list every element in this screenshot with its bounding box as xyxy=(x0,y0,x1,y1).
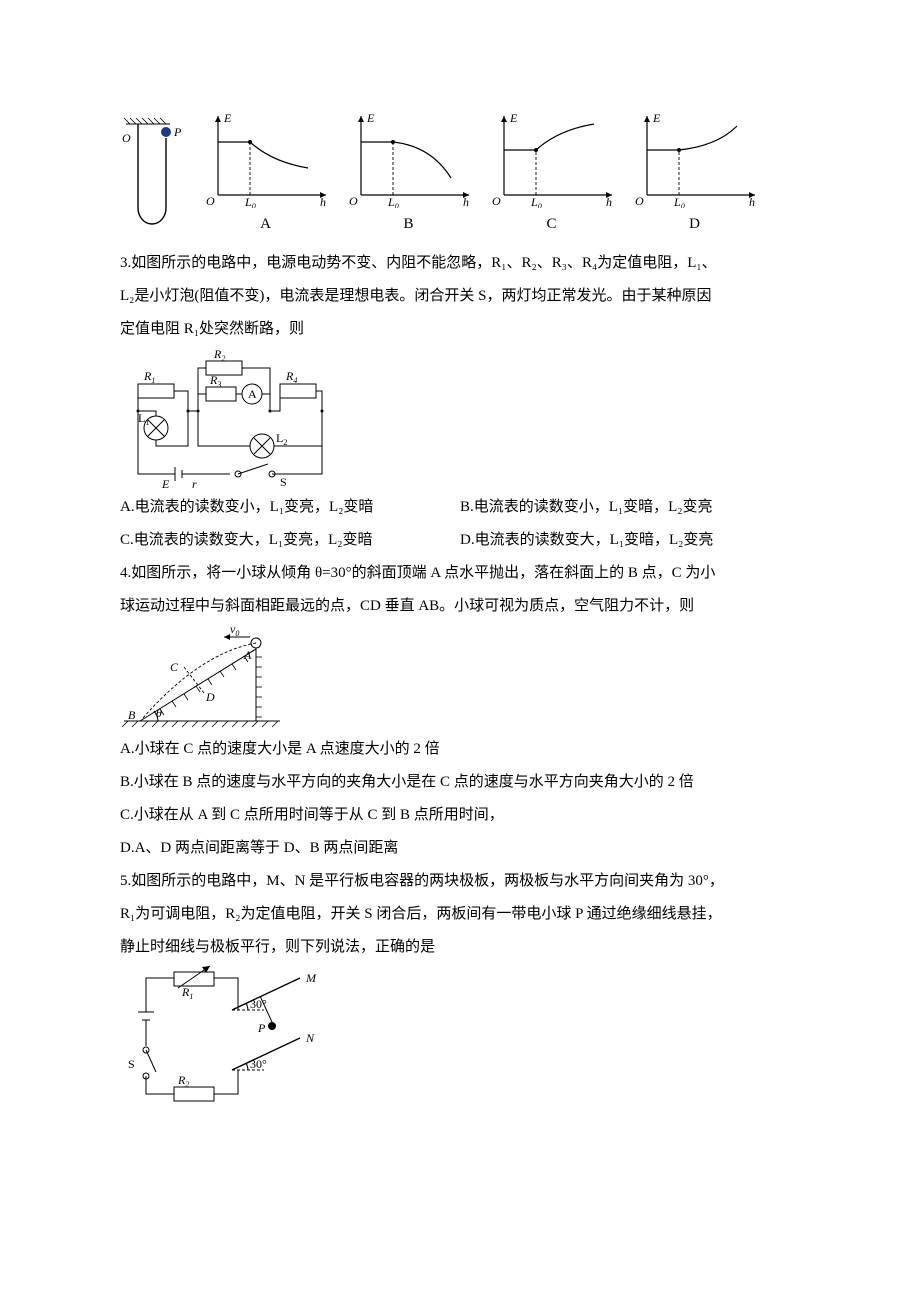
svg-text:A: A xyxy=(248,387,257,401)
svg-text:E: E xyxy=(223,111,232,125)
chart-c: E h O L0 C xyxy=(484,110,619,241)
svg-text:O: O xyxy=(349,194,358,208)
q3-option-b: B.电流表的读数变小，L₁变暗，L₂变亮 xyxy=(460,491,800,524)
q3-option-a: A.电流表的读数变小，L₁变亮，L₂变暗 xyxy=(120,491,460,524)
q2-figures-row: O P E h O L0 A E h O L0 xyxy=(120,110,800,241)
chart-d: E h O L0 D xyxy=(627,110,762,241)
svg-text:D: D xyxy=(205,690,215,704)
svg-text:h: h xyxy=(463,195,469,208)
chart-b: E h O L0 B xyxy=(341,110,476,241)
svg-text:L2: L2 xyxy=(276,431,287,447)
svg-text:R2: R2 xyxy=(177,1073,189,1089)
q3-stem-1: 3.如图所示的电路中，电源电动势不变、内阻不能忽略，R₁、R₂、R₃、R₄为定值… xyxy=(120,247,800,280)
q3-option-d: D.电流表的读数变大，L₁变暗，L₂变亮 xyxy=(460,524,800,557)
svg-text:O: O xyxy=(635,194,644,208)
q4-option-a: A.小球在 C 点的速度大小是 A 点速度大小的 2 倍 xyxy=(120,733,800,766)
pendulum-p-label: P xyxy=(173,125,182,139)
svg-text:S: S xyxy=(280,475,287,489)
svg-text:A: A xyxy=(243,648,252,662)
q4-option-d: D.A、D 两点间距离等于 D、B 两点间距离 xyxy=(120,832,800,865)
q5-stem-3: 静止时细线与极板平行，则下列说法，正确的是 xyxy=(120,931,800,964)
chart-label-b: B xyxy=(403,208,413,241)
svg-text:N: N xyxy=(305,1031,315,1045)
svg-text:h: h xyxy=(749,195,755,208)
q3-stem-3: 定值电阻 R₁处突然断路，则 xyxy=(120,313,800,346)
svg-text:30°: 30° xyxy=(250,1057,267,1071)
svg-text:R2: R2 xyxy=(213,347,225,363)
svg-text:L1: L1 xyxy=(138,411,149,427)
svg-text:30°: 30° xyxy=(250,997,267,1011)
q5-circuit-figure: R1 S R2 M N P 30° 30° xyxy=(120,964,330,1114)
svg-text:R1: R1 xyxy=(181,985,193,1001)
svg-text:R1: R1 xyxy=(143,369,155,385)
svg-text:h: h xyxy=(606,195,612,208)
chart-a: E h O L0 A xyxy=(198,110,333,241)
svg-text:E: E xyxy=(652,111,661,125)
svg-text:P: P xyxy=(257,1021,266,1035)
svg-text:v0: v0 xyxy=(230,623,239,638)
svg-text:h: h xyxy=(320,195,326,208)
q4-option-b: B.小球在 B 点的速度与水平方向的夹角大小是在 C 点的速度与水平方向夹角大小… xyxy=(120,766,800,799)
svg-text:r: r xyxy=(192,477,197,491)
q4-figure: A v0 B C D θ xyxy=(120,623,290,733)
svg-text:E: E xyxy=(509,111,518,125)
q3-options: A.电流表的读数变小，L₁变亮，L₂变暗 B.电流表的读数变小，L₁变暗，L₂变… xyxy=(120,491,800,557)
svg-text:O: O xyxy=(206,194,215,208)
q5-stem-2: R₁为可调电阻，R₂为定值电阻，开关 S 闭合后，两板间有一带电小球 P 通过绝… xyxy=(120,898,800,931)
q5-stem-1: 5.如图所示的电路中，M、N 是平行板电容器的两块极板，两极板与水平方向间夹角为… xyxy=(120,865,800,898)
svg-text:L0: L0 xyxy=(530,195,542,208)
pendulum-figure: O P xyxy=(120,116,190,241)
pendulum-o-label: O xyxy=(122,131,131,145)
svg-text:θ: θ xyxy=(156,706,162,720)
q4-stem-2: 球运动过程中与斜面相距最远的点，CD 垂直 AB。小球可视为质点，空气阻力不计，… xyxy=(120,590,800,623)
svg-text:R4: R4 xyxy=(285,369,297,385)
svg-text:L0: L0 xyxy=(387,195,399,208)
q4-stem-1: 4.如图所示，将一小球从倾角 θ=30°的斜面顶端 A 点水平抛出，落在斜面上的… xyxy=(120,557,800,590)
q3-circuit-figure: E r S R1 L1 R2 R3 A R4 L2 xyxy=(120,346,340,491)
chart-label-a: A xyxy=(260,208,271,241)
svg-text:L0: L0 xyxy=(244,195,256,208)
svg-text:E: E xyxy=(366,111,375,125)
svg-text:O: O xyxy=(492,194,501,208)
svg-text:E: E xyxy=(161,477,170,491)
svg-text:M: M xyxy=(305,971,317,985)
svg-text:L0: L0 xyxy=(673,195,685,208)
svg-text:C: C xyxy=(170,660,179,674)
chart-label-d: D xyxy=(689,208,700,241)
chart-label-c: C xyxy=(546,208,556,241)
q3-stem-2: L₂是小灯泡(阻值不变)，电流表是理想电表。闭合开关 S，两灯均正常发光。由于某… xyxy=(120,280,800,313)
svg-text:S: S xyxy=(128,1057,135,1071)
q3-option-c: C.电流表的读数变大，L₁变亮，L₂变暗 xyxy=(120,524,460,557)
svg-text:B: B xyxy=(128,708,136,722)
q4-option-c: C.小球在从 A 到 C 点所用时间等于从 C 到 B 点所用时间， xyxy=(120,799,800,832)
